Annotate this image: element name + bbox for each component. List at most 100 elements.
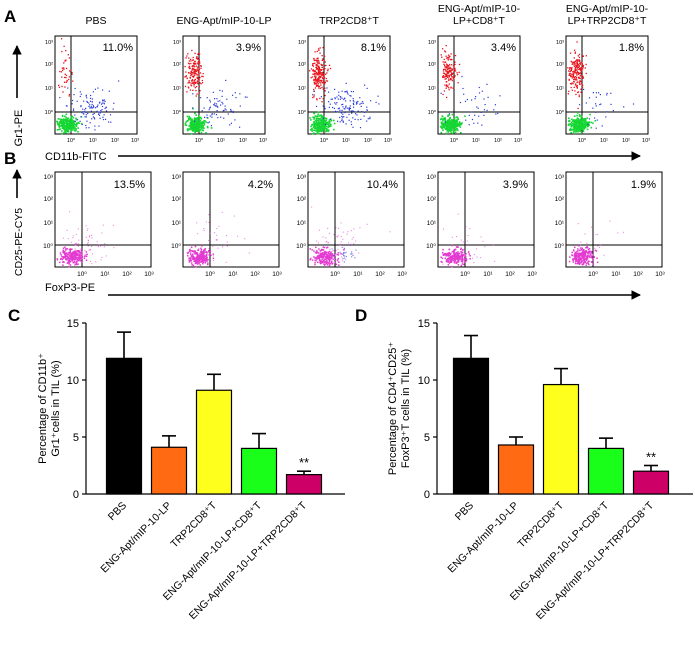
flow-plot-b-4: 3.9% 10³ 10² 10¹ 10⁰ 10⁰ 10¹ 10² 10³ [426, 171, 538, 278]
y-axis-label: Percentage of CD11b⁺ [37, 353, 49, 464]
flow-tick-y: 10¹ [555, 220, 565, 227]
flow-tick-x: 10³ [144, 271, 154, 278]
bar [150, 446, 188, 495]
flow-tick-y: 10⁰ [296, 243, 306, 250]
bar-chart-c: 0 5 10 15 Percentage of CD11b⁺ Gr1⁺cells in T… [37, 318, 345, 622]
flow-tick-x: 10² [494, 138, 502, 144]
flow-tick-x: 10³ [397, 271, 407, 278]
flow-tick-x: 10³ [514, 138, 522, 144]
flow-tick-x: 10¹ [228, 271, 238, 278]
flow-tick-y: 10³ [555, 174, 565, 181]
flow-percent: 11.0% [103, 42, 134, 54]
plot-frame [54, 171, 152, 268]
flow-percent: 3.9% [236, 42, 261, 54]
significance-label: ** [646, 450, 656, 465]
flow-tick-y: 10⁰ [171, 243, 181, 250]
flow-tick-x: 10⁰ [330, 271, 340, 278]
flow-tick-y: 10⁰ [428, 109, 437, 116]
plot-frame [437, 171, 535, 268]
flow-percent: 4.2% [248, 179, 273, 191]
flow-title: ENG-Apt/mIP-10-LP [176, 15, 271, 27]
flow-tick-x: 10¹ [342, 138, 350, 144]
y-tick-label: 15 [67, 318, 79, 330]
flow-tick-y: 10² [428, 62, 436, 68]
flow-tick-x: 10⁰ [195, 137, 204, 144]
bar [195, 389, 233, 495]
flow-tick-x: 10³ [272, 271, 282, 278]
flow-tick-y: 10⁰ [173, 109, 182, 116]
flow-plot-a-5: ENG-Apt/mIP-10-LP+TRP2CD8⁺T 1.8% 10³ 10² 10¹… [556, 3, 650, 144]
flow-tick-x: 10¹ [611, 271, 621, 278]
plot-frame [307, 35, 391, 135]
flow-tick-x: 10⁰ [450, 137, 459, 144]
dot-cloud [56, 211, 115, 268]
flow-tick-y: 10² [173, 62, 181, 68]
flow-tick-y: 10² [45, 62, 53, 68]
flow-title: LP+TRP2CD8⁺T [568, 15, 647, 27]
flow-tick-y: 10³ [172, 174, 182, 181]
flow-tick-y: 10³ [298, 40, 306, 46]
flow-tick-x: 10⁰ [205, 271, 215, 278]
flow-tick-y: 10³ [297, 174, 307, 181]
plot-frame [437, 35, 521, 135]
flow-row-a: PBS 11.0% 10³ 10² 10¹ 10⁰ 10⁰ 10¹ 10² 10³ ENG-Apt/… [45, 3, 650, 144]
dot-cloud [568, 220, 625, 266]
row-a-y-axis: Gr1-PE [12, 45, 25, 147]
flow-percent: 8.1% [361, 42, 386, 54]
flow-tick-y: 10² [44, 196, 54, 203]
bar [105, 357, 143, 495]
flow-plot-b-2: 4.2% 10³ 10² 10¹ 10⁰ 10⁰ 10¹ 10² 10³ [171, 171, 283, 278]
flow-title: ENG-Apt/mIP-10- [566, 3, 649, 15]
row-a-y-label: Gr1-PE [13, 110, 25, 147]
flow-tick-x: 10³ [642, 138, 650, 144]
flow-tick-y: 10¹ [556, 86, 564, 92]
flow-tick-y: 10³ [428, 40, 436, 46]
dot-cloud [309, 206, 391, 267]
flow-tick-x: 10⁰ [578, 137, 587, 144]
flow-tick-x: 10¹ [89, 138, 97, 144]
flow-tick-y: 10¹ [172, 220, 182, 227]
flow-tick-x: 10¹ [100, 271, 110, 278]
y-tick-label: 5 [73, 432, 79, 444]
plot-frame [565, 35, 649, 135]
bar [452, 357, 490, 495]
flow-plot-a-1: PBS 11.0% 10³ 10² 10¹ 10⁰ 10⁰ 10¹ 10² 10³ [45, 15, 139, 144]
flow-percent: 1.9% [631, 179, 656, 191]
panel-label-b: B [4, 149, 16, 168]
flow-tick-x: 10² [375, 271, 385, 278]
y-tick-label: 10 [418, 375, 430, 387]
flow-plot-b-5: 1.9% 10³ 10² 10¹ 10⁰ 10⁰ 10¹ 10² 10³ [554, 171, 666, 278]
plot-frame [182, 35, 266, 135]
flow-title: TRP2CD8⁺T [319, 15, 379, 27]
dot-cloud [440, 213, 496, 268]
bar [285, 474, 323, 495]
bar [587, 447, 625, 495]
dot-cloud [309, 47, 380, 135]
plot-frame [54, 35, 138, 135]
y-tick-label: 0 [424, 489, 430, 501]
flow-tick-y: 10¹ [427, 220, 437, 227]
plot-frame [182, 171, 280, 268]
flow-tick-y: 10⁰ [43, 243, 53, 250]
flow-tick-x: 10³ [527, 271, 537, 278]
flow-tick-x: 10¹ [600, 138, 608, 144]
row-b-x-label: FoxP3-PE [45, 282, 95, 294]
flow-title: ENG-Apt/mIP-10- [438, 3, 521, 15]
row-a-x-label: CD11b-FITC [45, 151, 107, 163]
flow-plot-b-3: 10.4% 10³ 10² 10¹ 10⁰ 10⁰ 10¹ 10² 10³ [296, 171, 408, 278]
plot-frame [307, 171, 405, 268]
flow-title: PBS [85, 15, 106, 27]
y-axis-label: FoxP3⁺T cells in TIL (%) [400, 349, 412, 468]
bar [497, 444, 535, 495]
flow-tick-x: 10¹ [353, 271, 363, 278]
flow-percent: 10.4% [367, 179, 398, 191]
panel-label-c: C [8, 306, 20, 325]
bar [240, 447, 278, 495]
flow-tick-x: 10² [111, 138, 119, 144]
category-label: PBS [453, 500, 476, 523]
y-axis-label: Gr1⁺cells in TIL (%) [50, 360, 62, 456]
row-b-x-axis: FoxP3-PE [45, 282, 641, 300]
flow-tick-x: 10⁰ [77, 271, 87, 278]
flow-tick-x: 10² [622, 138, 630, 144]
significance-label: ** [299, 455, 309, 470]
